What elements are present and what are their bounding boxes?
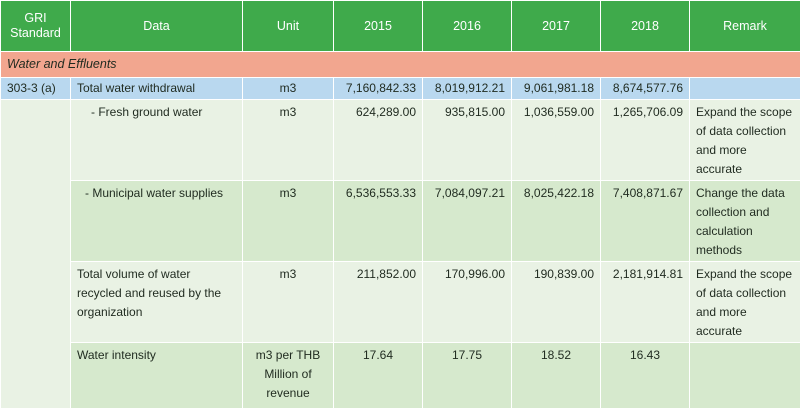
section-title: Water and Effluents [1, 52, 800, 78]
value-2016-cell: 170,996.00 [423, 262, 512, 343]
value-2016-cell: 935,815.00 [423, 100, 512, 181]
table-row: 303-3 (a) Total water withdrawal m3 7,16… [1, 78, 800, 100]
remark-cell [690, 343, 800, 409]
header-data: Data [71, 1, 243, 52]
value-2018-cell: 8,674,577.76 [601, 78, 690, 100]
header-standard: GRI Standard [1, 1, 71, 52]
header-2018: 2018 [601, 1, 690, 52]
value-2017-cell: 190,839.00 [512, 262, 601, 343]
standard-cell-empty [1, 100, 71, 409]
value-2017-cell: 1,036,559.00 [512, 100, 601, 181]
value-2015-cell: 624,289.00 [334, 100, 423, 181]
value-2016-cell: 17.75 [423, 343, 512, 409]
section-row: Water and Effluents [1, 52, 800, 78]
remark-cell: Expand the scope of data collection and … [690, 100, 800, 181]
value-2018-cell: 7,408,871.67 [601, 181, 690, 262]
value-2017-cell: 18.52 [512, 343, 601, 409]
data-cell: Total water withdrawal [71, 78, 243, 100]
header-2017: 2017 [512, 1, 601, 52]
value-2018-cell: 16.43 [601, 343, 690, 409]
value-2015-cell: 6,536,553.33 [334, 181, 423, 262]
header-remark: Remark [690, 1, 800, 52]
value-2015-cell: 17.64 [334, 343, 423, 409]
remark-cell: Expand the scope of data collection and … [690, 262, 800, 343]
value-2018-cell: 2,181,914.81 [601, 262, 690, 343]
value-2017-cell: 9,061,981.18 [512, 78, 601, 100]
standard-cell: 303-3 (a) [1, 78, 71, 100]
header-2016: 2016 [423, 1, 512, 52]
header-2015: 2015 [334, 1, 423, 52]
unit-cell: m3 [243, 181, 334, 262]
table-row: - Municipal water supplies m3 6,536,553.… [1, 181, 800, 262]
value-2016-cell: 7,084,097.21 [423, 181, 512, 262]
header-unit: Unit [243, 1, 334, 52]
unit-cell: m3 per THB Million of revenue [243, 343, 334, 409]
remark-cell [690, 78, 800, 100]
data-cell: - Fresh ground water [71, 100, 243, 181]
value-2018-cell: 1,265,706.09 [601, 100, 690, 181]
unit-cell: m3 [243, 262, 334, 343]
data-cell: Water intensity [71, 343, 243, 409]
header-row: GRI Standard Data Unit 2015 2016 2017 20… [1, 1, 800, 52]
remark-cell: Change the data collection and calculati… [690, 181, 800, 262]
value-2017-cell: 8,025,422.18 [512, 181, 601, 262]
table-row: - Fresh ground water m3 624,289.00 935,8… [1, 100, 800, 181]
value-2015-cell: 211,852.00 [334, 262, 423, 343]
table-row: Water intensity m3 per THB Million of re… [1, 343, 800, 409]
data-cell: Total volume of water recycled and reuse… [71, 262, 243, 343]
table-row: Total volume of water recycled and reuse… [1, 262, 800, 343]
value-2015-cell: 7,160,842.33 [334, 78, 423, 100]
value-2016-cell: 8,019,912.21 [423, 78, 512, 100]
unit-cell: m3 [243, 100, 334, 181]
data-cell: - Municipal water supplies [71, 181, 243, 262]
unit-cell: m3 [243, 78, 334, 100]
